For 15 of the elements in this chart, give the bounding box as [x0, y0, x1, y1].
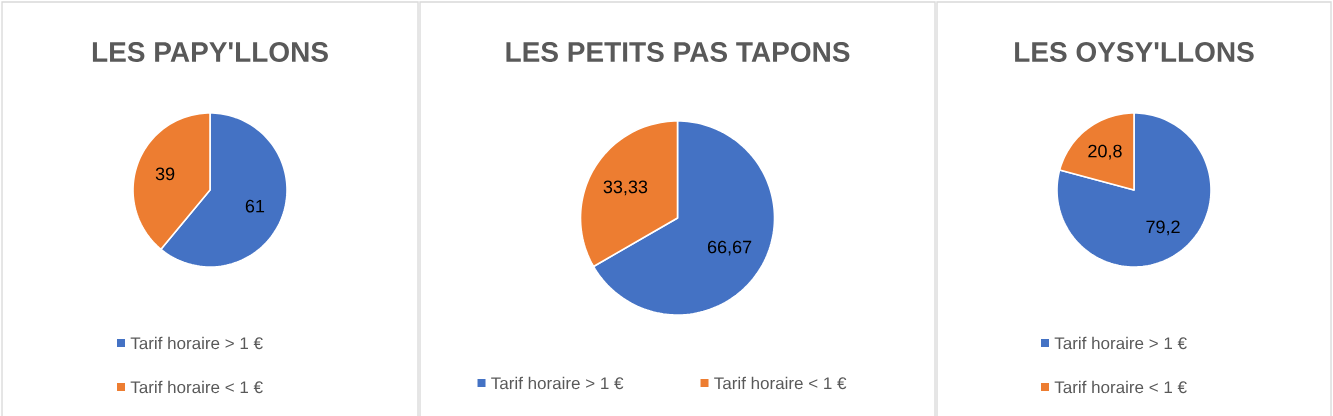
data-label: 33,33 [603, 180, 648, 196]
legend-label: Tarif horaire > 1 € [491, 376, 624, 390]
legend-label: Tarif horaire > 1 € [130, 336, 263, 350]
data-label: 39 [155, 167, 175, 181]
chart-title: LES PAPY'LLONS [92, 42, 328, 62]
data-label: 66,67 [707, 240, 752, 256]
chart-title: LES PETITS PAS TAPONS [506, 42, 850, 62]
chart-title: LES OYSY'LLONS [1015, 42, 1254, 62]
data-label: 79,2 [1146, 220, 1180, 236]
legend-label: Tarif horaire < 1 € [1054, 380, 1187, 394]
legend-label: Tarif horaire < 1 € [130, 380, 263, 394]
data-label: 20,8 [1088, 144, 1122, 160]
legend-label: Tarif horaire < 1 € [714, 376, 847, 390]
legend-label: Tarif horaire > 1 € [1054, 336, 1187, 350]
data-label: 61 [245, 199, 265, 213]
